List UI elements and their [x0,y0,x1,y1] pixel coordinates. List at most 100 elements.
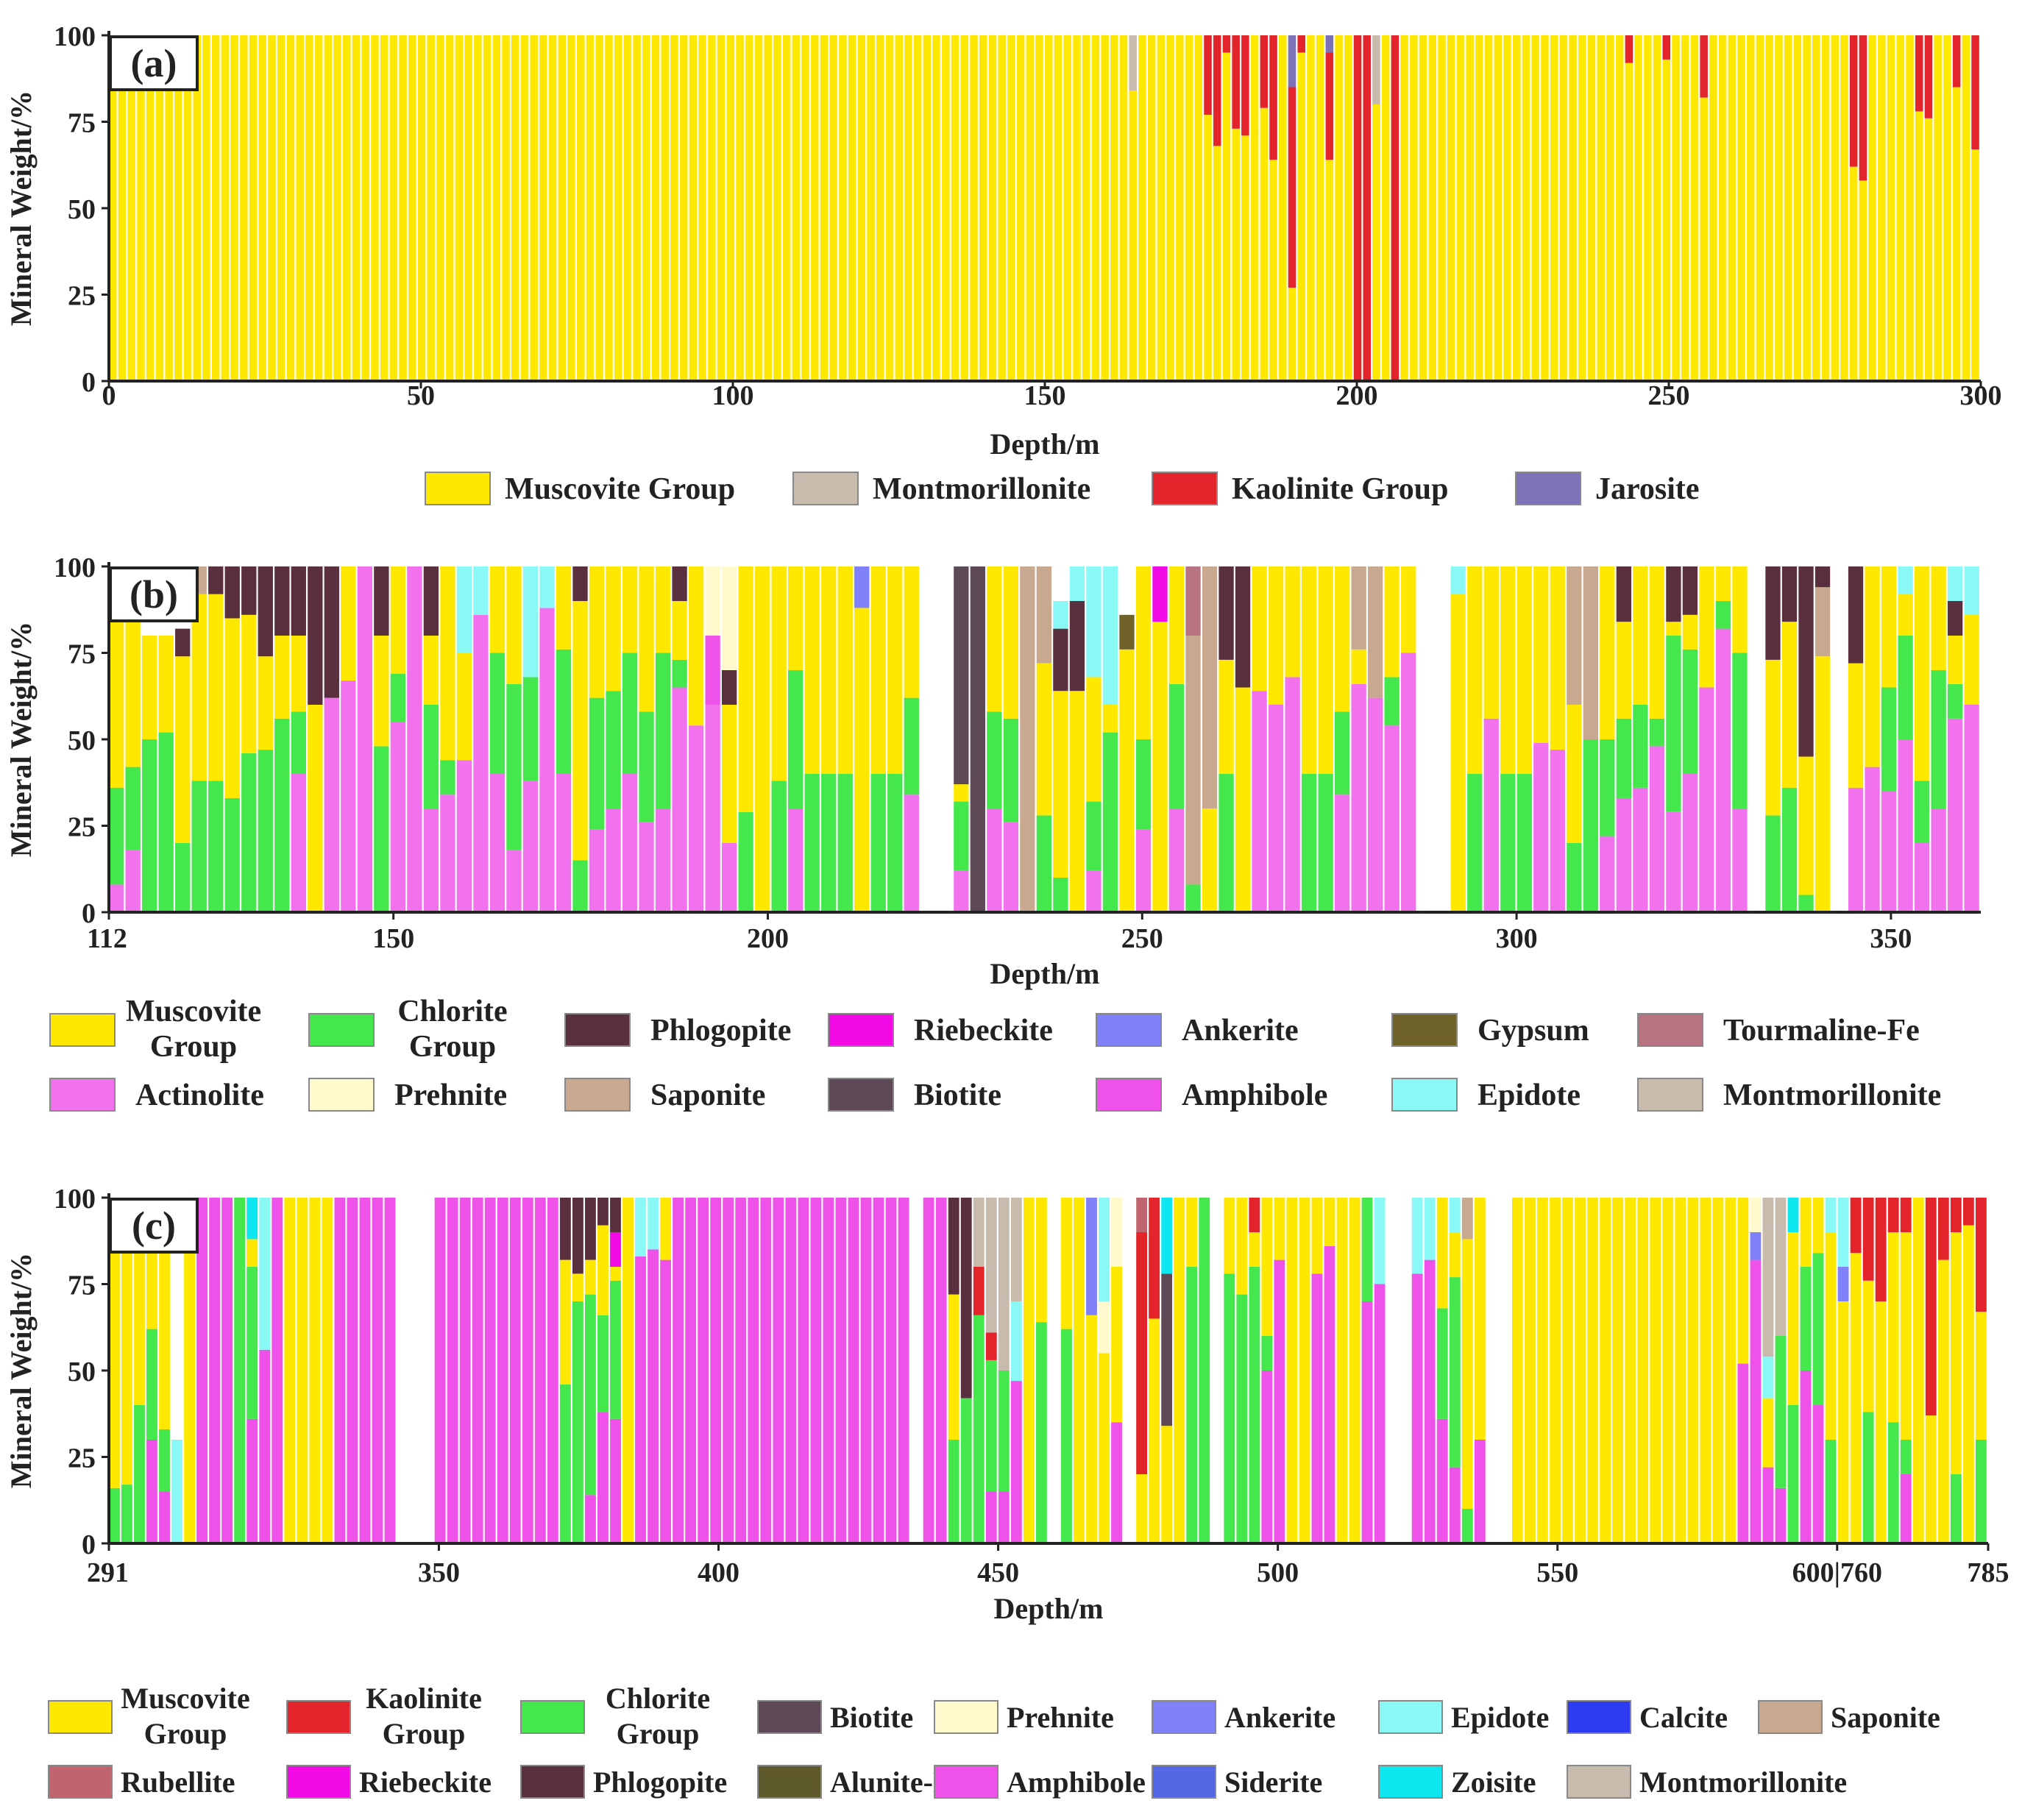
bar-segment [1252,566,1267,692]
bar-segment [1687,1198,1699,1543]
bar-segment [1185,884,1201,912]
bar-segment [1174,1198,1185,1543]
bar-segment [1699,687,1714,912]
bar-segment [1351,566,1366,650]
bar-segment [1531,35,1539,381]
bar-segment [1135,739,1152,830]
bar-segment [773,35,781,381]
bar-segment [1222,35,1231,53]
legend-label: Riebeckite [359,1766,492,1799]
bar-segment [1522,35,1530,381]
bar-segment [1261,1336,1273,1371]
bar-segment [1119,649,1135,912]
bar-segment [1268,566,1284,705]
bar-segment [309,1198,321,1543]
bar-segment [1185,566,1201,636]
bar-segment [1971,35,1979,150]
bar-segment [208,566,224,594]
bar-segment [1074,1198,1085,1543]
bar-segment [447,1198,458,1543]
bar-segment [1541,35,1549,381]
bar-segment [1036,663,1052,816]
bar-segment [985,1491,997,1543]
bar-segment [1149,1318,1160,1543]
bar-segment [440,566,455,761]
bar-segment [782,35,791,381]
bar-segment [109,787,124,885]
bar-segment [1975,1198,1987,1312]
bar-segment [1260,107,1269,381]
bar-segment [1249,1198,1260,1232]
bar-segment [1525,1198,1536,1543]
x-tick-label: 400 [698,1557,739,1588]
bar-segment [1850,1253,1862,1543]
bar-segment [1161,1426,1173,1543]
legend-swatch [757,1765,822,1799]
bar-segment [1400,35,1408,381]
bar-segment [1110,35,1118,381]
bar-segment [998,1198,1010,1371]
bar-segment [721,566,737,670]
legend-swatch [308,1013,375,1047]
bar-segment [942,35,950,381]
bar-segment [1138,35,1146,381]
bar-segment [1798,566,1814,757]
bar-segment [1119,35,1128,381]
bar-segment [860,1198,872,1543]
bar-segment [1625,63,1633,381]
bar-segment [1737,35,1745,381]
legend-swatch [1378,1765,1443,1799]
bar-segment [705,566,720,636]
bar-segment [1559,35,1568,381]
bar-segment [1649,746,1665,912]
bar-segment [1428,35,1437,381]
bar-segment [1775,35,1783,381]
bar-segment [1700,97,1708,381]
bar-segment [1436,1418,1448,1543]
bar-segment [159,1491,170,1543]
bar-segment [489,774,506,912]
bar-segment [258,566,273,657]
bar-segment [159,1429,170,1492]
bar-segment [801,35,809,381]
bar-segment [1765,815,1781,912]
bar-segment [1411,1198,1423,1274]
bar-segment [1213,146,1221,381]
x-tick-label: 0 [102,380,116,411]
bar-segment [738,566,753,812]
legend-label: Phlogopite [650,1014,791,1048]
bar-segment [1086,801,1102,871]
bar-segment [1690,35,1699,381]
bar-segment [1135,829,1152,912]
legend-swatch [49,1078,116,1112]
bar-segment [1831,35,1839,381]
bar-segment [522,677,539,781]
legend-label: Chlorite [606,1682,710,1715]
bar-segment [559,1259,571,1384]
bar-segment [221,1198,233,1543]
bar-segment [1202,566,1218,808]
bar-segment [589,829,605,912]
bar-segment [539,566,555,608]
bar-segment [1875,1198,1887,1301]
bar-segment [522,566,539,678]
legend-swatch [1378,1700,1443,1734]
bar-segment [1218,566,1234,660]
bar-segment [572,601,588,861]
bar-segment [1069,601,1085,692]
bar-segment [1732,566,1748,653]
bar-segment [1887,1422,1899,1543]
bar-segment [572,566,588,601]
bar-segment [118,35,127,381]
bar-segment [1775,1198,1787,1336]
bar-segment [748,1198,759,1543]
bar-segment [109,1198,120,1488]
bar-segment [1241,135,1249,382]
y-tick-label: 100 [54,1184,96,1215]
bar-segment [688,725,704,912]
bar-segment [389,35,398,381]
bar-segment [1297,35,1305,53]
bar-segment [764,35,772,381]
bar-segment [1964,614,1979,705]
